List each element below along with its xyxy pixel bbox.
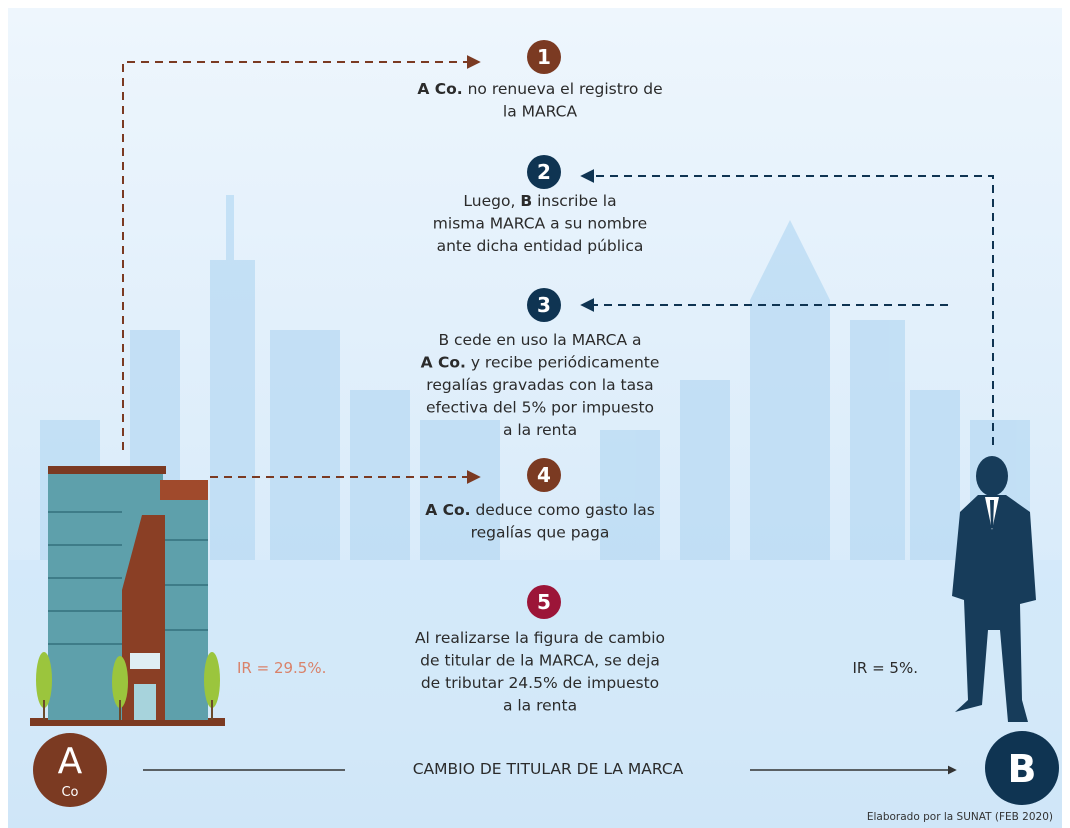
step-number: 1 <box>537 45 551 69</box>
step-line: misma MARCA a su nombre <box>433 215 647 233</box>
step-number: 3 <box>537 293 551 317</box>
step-text: a la renta <box>503 421 577 439</box>
step-text: A Co. <box>417 80 462 98</box>
step-text: la MARCA <box>503 103 578 121</box>
step-number: 5 <box>537 590 551 614</box>
step-text: inscribe la <box>532 192 616 210</box>
step-line: regalías que paga <box>471 524 610 542</box>
rate-left: IR = 29.5%. <box>237 659 326 677</box>
step-text: de tributar 24.5% de impuesto <box>421 674 659 692</box>
step-text: regalías gravadas con la tasa <box>426 376 653 394</box>
step-text: y recibe periódicamente <box>466 354 660 372</box>
step-line: ante dicha entidad pública <box>437 237 644 255</box>
step-line: a la renta <box>503 421 577 439</box>
step-text: B <box>520 192 532 210</box>
rate-right: IR = 5%. <box>852 659 918 677</box>
step-text: efectiva del 5% por impuesto <box>426 399 654 417</box>
step-line: B cede en uso la MARCA a <box>438 331 641 349</box>
badge-a-letter: A <box>58 741 83 782</box>
step-line: A Co. deduce como gasto las <box>425 501 655 519</box>
step-line: la MARCA <box>503 103 578 121</box>
step-text: A Co. <box>421 354 466 372</box>
step-line: Al realizarse la figura de cambio <box>415 629 665 647</box>
credit: Elaborado por la SUNAT (FEB 2020) <box>867 811 1053 823</box>
step-number: 4 <box>537 463 551 487</box>
badge-b-letter: B <box>1008 747 1037 791</box>
step-text: misma MARCA a su nombre <box>433 215 647 233</box>
badge-a-sub: Co <box>61 785 78 800</box>
step-number: 2 <box>537 160 551 184</box>
step-line: de titular de la MARCA, se deja <box>420 652 660 670</box>
step-line: Luego, B inscribe la <box>463 192 616 210</box>
step-line: A Co. no renueva el registro de <box>417 80 662 98</box>
step-line: A Co. y recibe periódicamente <box>421 354 660 372</box>
step-text: B cede en uso la MARCA a <box>438 331 641 349</box>
step-text: a la renta <box>503 697 577 715</box>
step-text: Al realizarse la figura de cambio <box>415 629 665 647</box>
step-line: a la renta <box>503 697 577 715</box>
step-line: regalías gravadas con la tasa <box>426 376 653 394</box>
step-text: no renueva el registro de <box>463 80 663 98</box>
building <box>30 466 225 726</box>
step-text: ante dicha entidad pública <box>437 237 644 255</box>
step-text: regalías que paga <box>471 524 610 542</box>
infographic: 1 A Co. no renueva el registro de la MARCA… <box>0 0 1070 828</box>
step-text: Luego, <box>463 192 520 210</box>
step-text: de titular de la MARCA, se deja <box>420 652 660 670</box>
bottom-label: CAMBIO DE TITULAR DE LA MARCA <box>413 760 684 778</box>
step-line: de tributar 24.5% de impuesto <box>421 674 659 692</box>
step-text: A Co. <box>425 501 470 519</box>
step-text: deduce como gasto las <box>471 501 655 519</box>
step-line: efectiva del 5% por impuesto <box>426 399 654 417</box>
